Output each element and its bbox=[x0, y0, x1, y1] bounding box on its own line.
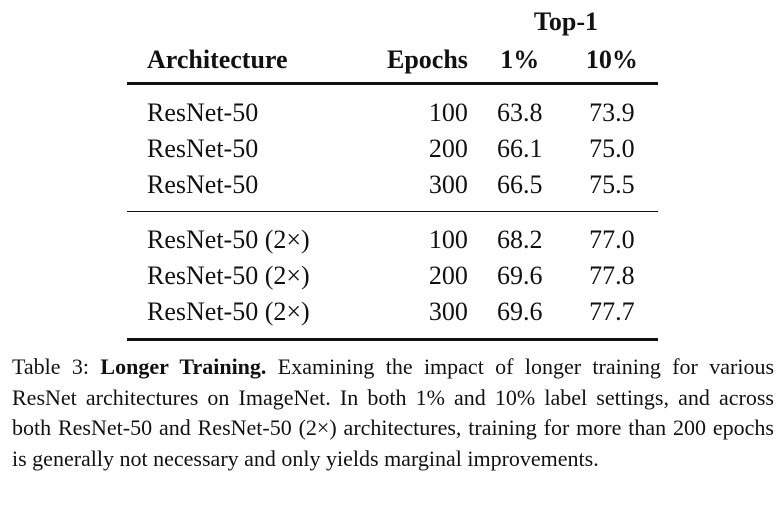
cell-top1-10pct: 73.9 bbox=[589, 98, 635, 127]
table-row: ResNet-50 100 63.8 73.9 bbox=[127, 84, 658, 132]
col-header-epochs: Epochs bbox=[360, 42, 474, 85]
cell-top1-10pct: 77.7 bbox=[565, 294, 658, 341]
table-row: ResNet-50 (2×) 200 69.6 77.8 bbox=[127, 258, 658, 294]
table-caption: Table 3: Longer Training. Examining the … bbox=[12, 352, 774, 474]
cell-top1-1pct: 66.5 bbox=[473, 167, 566, 212]
table-group-1: ResNet-50 100 63.8 73.9 ResNet-50 200 66… bbox=[127, 84, 658, 212]
results-table: Top-1 Architecture Epochs 1% 10% ResNet-… bbox=[127, 0, 658, 341]
col-header-architecture: Architecture bbox=[127, 42, 361, 85]
cell-architecture: ResNet-50 (2×) bbox=[127, 294, 361, 341]
caption-title: Longer Training. bbox=[100, 354, 267, 379]
cell-architecture: ResNet-50 (2×) bbox=[147, 225, 310, 254]
table-row: ResNet-50 200 66.1 75.0 bbox=[127, 131, 658, 167]
cell-top1-10pct: 75.0 bbox=[589, 134, 635, 163]
cell-epochs: 200 bbox=[428, 261, 468, 290]
caption-text: Examining the impact of longer training … bbox=[12, 354, 775, 471]
cell-architecture: ResNet-50 bbox=[127, 167, 361, 212]
col-header-1pct: 1% bbox=[473, 42, 566, 85]
results-table-container: Top-1 Architecture Epochs 1% 10% ResNet-… bbox=[127, 0, 658, 341]
cell-epochs: 200 bbox=[428, 134, 468, 163]
cell-top1-10pct: 77.0 bbox=[589, 225, 635, 254]
cell-top1-1pct: 69.6 bbox=[497, 261, 543, 290]
cell-architecture: ResNet-50 bbox=[147, 98, 259, 127]
table-group-2: ResNet-50 (2×) 100 68.2 77.0 ResNet-50 (… bbox=[127, 212, 658, 341]
cell-epochs: 100 bbox=[428, 98, 468, 127]
cell-top1-1pct: 66.1 bbox=[497, 134, 543, 163]
cell-architecture: ResNet-50 (2×) bbox=[147, 261, 310, 290]
cell-top1-1pct: 69.6 bbox=[473, 294, 566, 341]
cell-epochs: 300 bbox=[360, 294, 474, 341]
table-row: ResNet-50 300 66.5 75.5 bbox=[127, 167, 658, 212]
col-header-10pct: 10% bbox=[565, 42, 658, 85]
table-header-row: Architecture Epochs 1% 10% bbox=[127, 42, 658, 85]
cell-architecture: ResNet-50 bbox=[147, 134, 259, 163]
cell-epochs: 300 bbox=[360, 167, 474, 212]
group-header-top1: Top-1 bbox=[533, 7, 598, 36]
caption-label: Table 3: bbox=[12, 354, 90, 379]
cell-epochs: 100 bbox=[428, 225, 468, 254]
table-row: ResNet-50 (2×) 300 69.6 77.7 bbox=[127, 294, 658, 341]
table-row: ResNet-50 (2×) 100 68.2 77.0 bbox=[127, 212, 658, 259]
cell-top1-10pct: 77.8 bbox=[589, 261, 635, 290]
cell-top1-1pct: 63.8 bbox=[497, 98, 543, 127]
cell-top1-10pct: 75.5 bbox=[565, 167, 658, 212]
cell-top1-1pct: 68.2 bbox=[497, 225, 543, 254]
table-group-header-row: Top-1 bbox=[127, 0, 658, 42]
